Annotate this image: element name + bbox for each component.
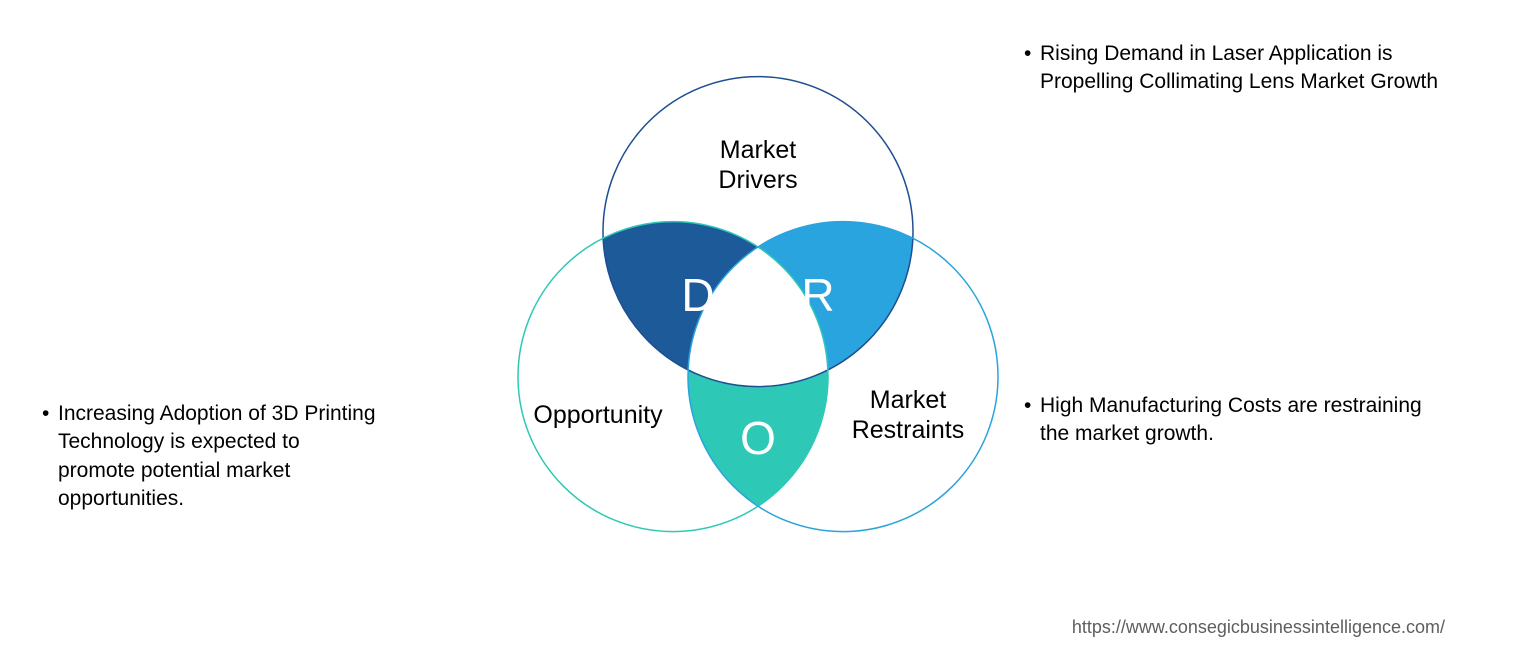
citation-text: https://www.consegicbusinessintelligence… xyxy=(1072,617,1445,638)
bullet-opportunity: Increasing Adoption of 3D Printing Techn… xyxy=(38,400,378,513)
label-drivers: Market xyxy=(719,136,795,164)
bullet-opportunity-item: Increasing Adoption of 3D Printing Techn… xyxy=(38,400,378,513)
label-restraints: Restraints xyxy=(851,416,964,444)
venn-letter-r: R xyxy=(801,269,834,321)
venn-letter-d: D xyxy=(681,269,714,321)
bullet-drivers-item: Rising Demand in Laser Application is Pr… xyxy=(1020,40,1440,97)
bullet-restraints-item: High Manufacturing Costs are restraining… xyxy=(1020,392,1440,449)
diagram-stage: DROMarketDriversOpportunityMarketRestrai… xyxy=(0,0,1515,660)
venn-letter-o: O xyxy=(740,412,776,464)
label-drivers: Drivers xyxy=(718,166,797,194)
label-opportunity: Opportunity xyxy=(533,401,663,429)
label-restraints: Market xyxy=(869,386,945,414)
bullet-drivers: Rising Demand in Laser Application is Pr… xyxy=(1020,40,1440,97)
bullet-restraints: High Manufacturing Costs are restraining… xyxy=(1020,392,1440,449)
venn-svg: DROMarketDriversOpportunityMarketRestrai… xyxy=(463,47,1053,587)
venn-diagram: DROMarketDriversOpportunityMarketRestrai… xyxy=(463,47,1053,592)
